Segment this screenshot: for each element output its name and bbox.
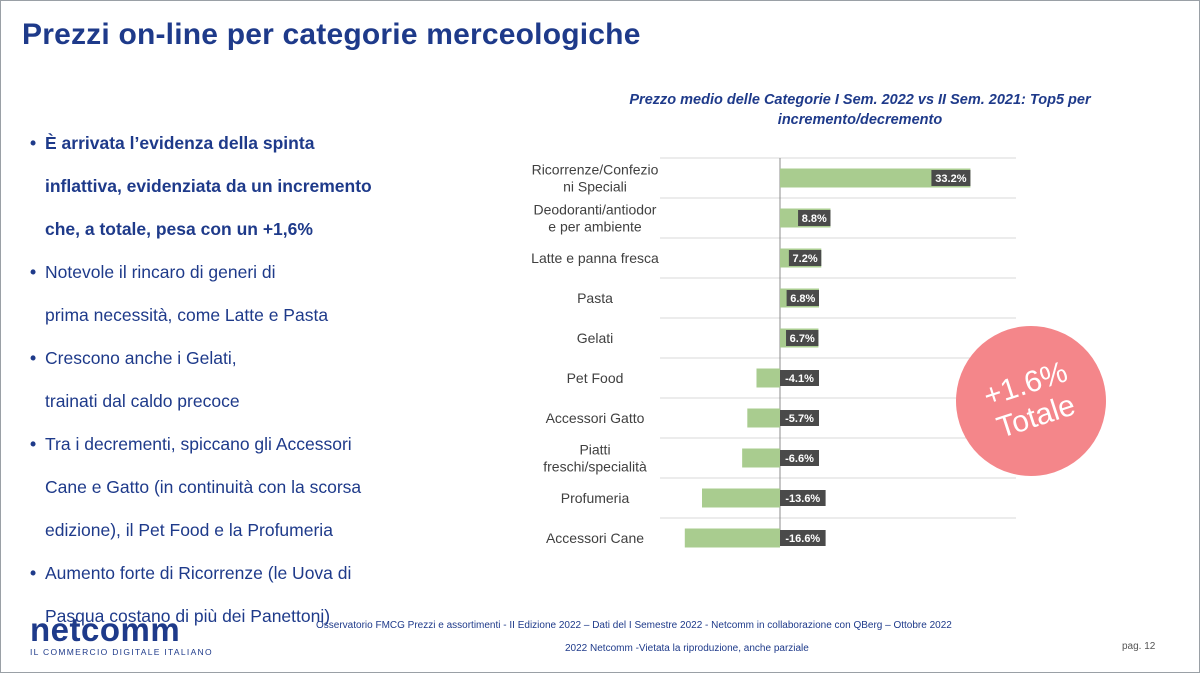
bullet-line: Notevole il rincaro di generi di	[45, 262, 276, 282]
category-label: Deodoranti/antiodor	[534, 202, 657, 218]
category-label: Gelati	[577, 330, 614, 346]
data-label-bg	[780, 370, 819, 386]
data-label-bg	[786, 330, 819, 346]
category-label: Ricorrenze/Confezio	[532, 162, 659, 178]
bullet-line: Cane e Gatto (in continuità con la scors…	[45, 477, 362, 497]
category-label: Pasta	[577, 290, 613, 306]
data-label: -16.6%	[785, 533, 820, 545]
page-number: pag. 12	[1122, 641, 1156, 652]
data-label: -13.6%	[785, 493, 820, 505]
page-title: Prezzi on-line per categorie merceologic…	[22, 18, 641, 51]
footer-copyright: 2022 Netcomm -Vietata la riproduzione, a…	[565, 643, 809, 654]
data-label-bg	[931, 170, 971, 186]
bullet-item: • Tra i decrementi, spiccano gli Accessor…	[30, 423, 450, 552]
bullet-line: edizione), il Pet Food e la Profumeria	[45, 520, 333, 540]
data-label-bg	[786, 290, 819, 306]
bullet-dot: •	[30, 434, 37, 454]
chart-bar	[747, 408, 780, 428]
data-label: -4.1%	[785, 373, 814, 385]
chart-title-line: Prezzo medio delle Categorie I Sem. 2022…	[629, 92, 1091, 108]
chart-title: Prezzo medio delle Categorie I Sem. 2022…	[600, 90, 1120, 130]
data-label: 6.8%	[790, 293, 815, 305]
category-label: Piatti	[579, 442, 610, 458]
netcomm-logo: netcomm IL COMMERCIO DIGITALE ITALIANO	[30, 611, 213, 657]
data-label: -6.6%	[785, 453, 814, 465]
data-label: 7.2%	[793, 253, 818, 265]
category-label: Pet Food	[567, 370, 624, 386]
chart-bar	[702, 488, 780, 508]
category-label: freschi/specialità	[543, 459, 647, 475]
logo-wordmark: netcomm	[30, 611, 181, 648]
footer-source: Osservatorio FMCG Prezzi e assortimenti …	[316, 620, 952, 631]
bullet-item: • Crescono anche i Gelati, trainati dal ca…	[30, 337, 450, 423]
category-label: Latte e panna fresca	[531, 250, 659, 266]
bullet-item: • Notevole il rincaro di generi di prima n…	[30, 251, 450, 337]
data-label: 6.7%	[790, 333, 815, 345]
bullet-line: trainati dal caldo precoce	[45, 391, 240, 411]
data-label-bg	[780, 450, 819, 466]
data-label-bg	[788, 250, 822, 266]
bullet-line: inflattiva, evidenziata da un incremento	[45, 176, 372, 196]
bullet-line: prima necessità, come Latte e Pasta	[45, 305, 329, 325]
data-label-bg	[798, 210, 831, 226]
data-label-bg	[780, 530, 826, 546]
chart-title-line: incremento/decremento	[777, 112, 943, 128]
category-label: Accessori Cane	[546, 530, 644, 546]
data-label-bg	[780, 490, 826, 506]
category-label: Profumeria	[561, 490, 630, 506]
category-label: Accessori Gatto	[546, 410, 645, 426]
chart-bar	[780, 168, 971, 188]
bullet-dot: •	[30, 262, 37, 282]
category-label: e per ambiente	[548, 219, 642, 235]
data-label: -5.7%	[785, 413, 814, 425]
bullet-line: che, a totale, pesa con un +1,6%	[45, 219, 313, 239]
data-label: 33.2%	[935, 173, 966, 185]
bullet-line: Tra i decrementi, spiccano gli Accessori	[45, 434, 352, 454]
bullet-line: Pasqua costano di più dei Panettoni)	[45, 606, 331, 626]
bullet-dot: •	[30, 348, 37, 368]
bullet-dot: •	[30, 133, 37, 153]
bullet-list: • È arrivata l’evidenza della spinta infla…	[30, 122, 450, 638]
chart-bar	[742, 448, 780, 468]
bullet-line: È arrivata l’evidenza della spinta	[45, 133, 315, 153]
chart-bar	[684, 528, 780, 548]
data-label-bg	[780, 410, 819, 426]
bullet-line: Aumento forte di Ricorrenze (le Uova di	[45, 563, 352, 583]
bullet-item: • È arrivata l’evidenza della spinta infla…	[30, 122, 450, 251]
bullet-line: Crescono anche i Gelati,	[45, 348, 237, 368]
category-label: ni Speciali	[563, 179, 627, 195]
chart-bar	[756, 368, 780, 388]
data-label: 8.8%	[802, 213, 827, 225]
bullet-dot: •	[30, 563, 37, 583]
logo-tagline: IL COMMERCIO DIGITALE ITALIANO	[30, 647, 213, 657]
bullet-item: • Aumento forte di Ricorrenze (le Uova di…	[30, 552, 450, 638]
